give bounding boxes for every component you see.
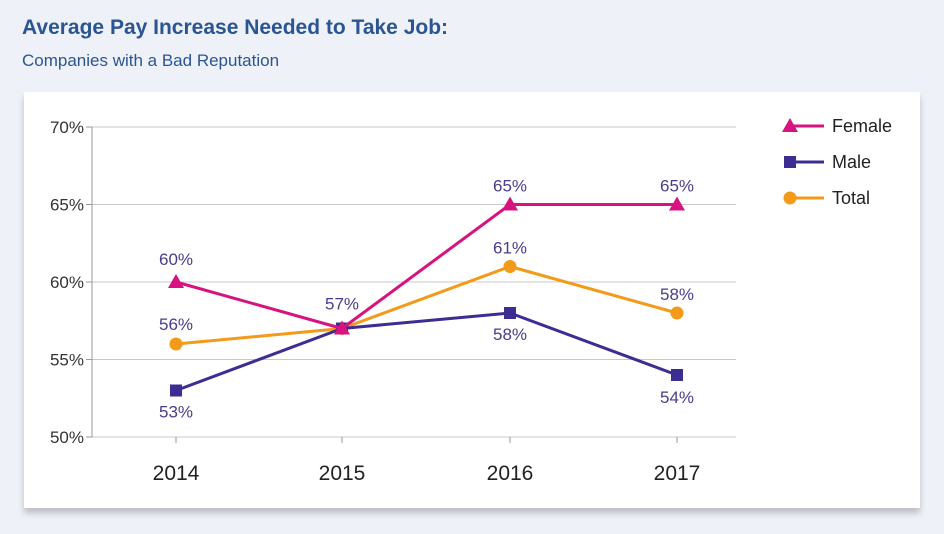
total-data-label: 56%: [159, 315, 193, 334]
female-series-line: [175, 203, 677, 330]
legend-marker-male: [784, 156, 796, 168]
male-data-point: [504, 307, 516, 319]
total-data-label: 57%: [325, 295, 359, 314]
y-tick-label: 50%: [50, 428, 84, 447]
total-data-label: 58%: [660, 285, 694, 304]
total-data-point: [503, 260, 517, 273]
female-data-point: [334, 320, 350, 335]
x-tick-label: 2017: [654, 462, 701, 485]
total-data-label: 61%: [493, 239, 527, 258]
female-data-label: 60%: [159, 250, 193, 269]
female-data-point: [669, 196, 685, 211]
chart-subtitle: Companies with a Bad Reputation: [22, 51, 280, 70]
male-data-point: [170, 384, 182, 397]
x-tick-label: 2015: [319, 462, 366, 485]
legend-marker-total: [783, 191, 797, 205]
male-data-label: 54%: [660, 388, 694, 407]
total-data-point: [169, 337, 183, 351]
legend-marker-female: [782, 118, 798, 132]
total-data-point: [670, 306, 684, 320]
female-data-label: 65%: [493, 177, 527, 196]
x-tick-label: 2016: [487, 462, 534, 485]
female-data-label: 65%: [660, 177, 694, 196]
male-series-line: [175, 311, 678, 392]
male-data-label: 53%: [159, 403, 193, 422]
chart-panel: [24, 92, 920, 508]
female-data-point: [502, 196, 518, 211]
legend-label-female: Female: [832, 116, 892, 136]
male-data-point: [671, 369, 683, 381]
total-series-line: [175, 265, 678, 346]
y-tick-label: 65%: [50, 196, 84, 215]
y-tick-label: 60%: [50, 273, 84, 292]
y-tick-label: 70%: [50, 118, 84, 137]
chart-title: Average Pay Increase Needed to Take Job:: [22, 16, 449, 39]
x-tick-label: 2014: [153, 462, 200, 485]
male-data-label: 58%: [493, 325, 527, 344]
legend-label-male: Male: [832, 152, 871, 172]
female-data-point: [168, 274, 184, 288]
y-tick-label: 55%: [50, 351, 84, 370]
legend-label-total: Total: [832, 188, 870, 208]
